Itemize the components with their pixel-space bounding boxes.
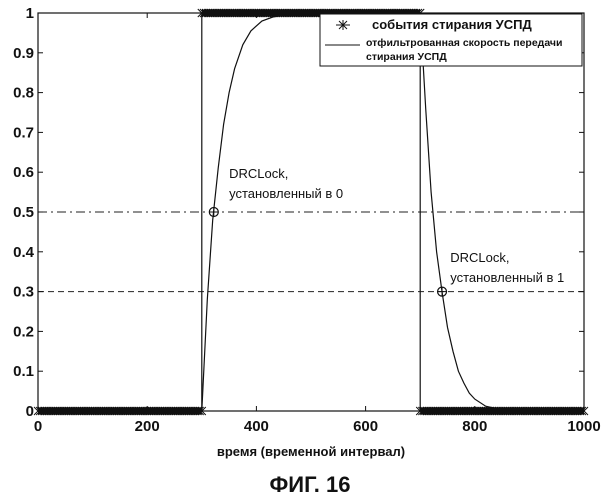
x-tick-label: 0 bbox=[34, 418, 42, 435]
y-tick-label: 0.4 bbox=[13, 244, 35, 261]
y-tick-label: 0 bbox=[26, 403, 34, 420]
x-tick-label: 1000 bbox=[567, 418, 600, 435]
x-tick-label: 400 bbox=[244, 418, 269, 435]
y-tick-label: 0.8 bbox=[13, 85, 34, 102]
legend-label-erasure-events: события стирания УСПД bbox=[372, 17, 532, 32]
crossing-marker-0 bbox=[209, 208, 218, 217]
y-tick-label: 0.9 bbox=[13, 45, 34, 62]
y-tick-label: 0.2 bbox=[13, 323, 34, 340]
figure-caption: ФИГ. 16 bbox=[269, 472, 350, 497]
annotation-drclock-1-line1: DRCLock, bbox=[450, 250, 509, 265]
y-tick-label: 0.3 bbox=[13, 284, 34, 301]
y-tick-label: 0.1 bbox=[13, 363, 34, 380]
y-tick-label: 1 bbox=[26, 5, 34, 22]
x-tick-label: 600 bbox=[353, 418, 378, 435]
legend-label-filtered-rate-line1: отфильтрованная скорость передачи bbox=[366, 37, 562, 49]
x-tick-label: 200 bbox=[135, 418, 160, 435]
y-tick-label: 0.7 bbox=[13, 124, 34, 141]
annotation-drclock-0-line1: DRCLock, bbox=[229, 166, 288, 181]
x-tick-label: 800 bbox=[462, 418, 487, 435]
annotations: DRCLock, установленный в 0 DRCLock, уста… bbox=[229, 166, 564, 285]
legend: события стирания УСПД отфильтрованная ск… bbox=[320, 14, 582, 66]
annotation-drclock-0-line2: установленный в 0 bbox=[229, 186, 343, 201]
axes: 0 0.1 0.2 0.3 0.4 0.5 0.6 0.7 0.8 0.9 1 0 200 400 600 8… bbox=[13, 5, 601, 435]
crossing-marker-1 bbox=[438, 287, 447, 296]
y-tick-label: 0.6 bbox=[13, 164, 34, 181]
y-tick-label: 0.5 bbox=[13, 204, 34, 221]
annotation-drclock-1-line2: установленный в 1 bbox=[450, 270, 564, 285]
x-axis-label: время (временной интервал) bbox=[217, 444, 405, 459]
legend-label-filtered-rate-line2: стирания УСПД bbox=[366, 51, 447, 63]
